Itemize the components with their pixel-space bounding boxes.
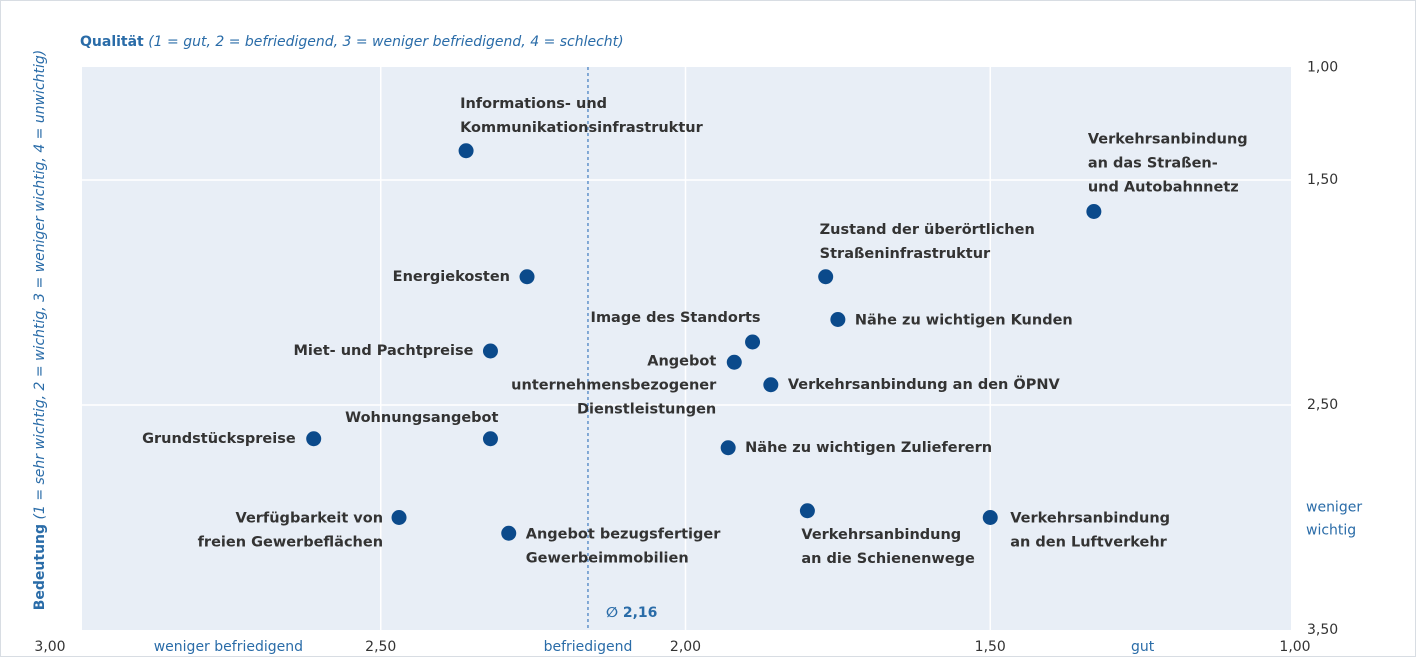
y-tick-label: 1,00 [1307, 60, 1338, 76]
point [306, 431, 322, 447]
y-label-note: (1 = sehr wichtig, 2 = wichtig, 3 = weni… [32, 50, 48, 520]
x-tick-label: 1,00 [1279, 639, 1310, 655]
point [501, 525, 517, 541]
x-zone-label: weniger befriedigend [154, 639, 303, 655]
point [763, 377, 779, 393]
y-axis-label: Bedeutung (1 = sehr wichtig, 2 = wichtig… [32, 50, 48, 611]
point [482, 431, 498, 447]
x-tick-label: 1,50 [975, 639, 1006, 655]
point-label: Straßeninfrastruktur [820, 246, 991, 262]
point-label: Wohnungsangebot [345, 410, 498, 426]
y-tick-label: 2,50 [1307, 397, 1338, 413]
point-label: Nähe zu wichtigen Zulieferern [745, 440, 992, 456]
point-label: Gewerbeimmobilien [526, 550, 689, 566]
point [1086, 204, 1102, 219]
point [726, 354, 742, 370]
point-label: an das Straßen- [1088, 156, 1218, 172]
point-label: Verkehrsanbindung [1010, 511, 1170, 527]
point-label: Grundstückspreise [142, 431, 296, 447]
y-zone-label: weniger wichtig [1306, 500, 1367, 539]
point-label: Verkehrsanbindung [1088, 132, 1248, 148]
point [982, 510, 998, 525]
y-label: Bedeutung [32, 524, 48, 610]
point-label: Dienstleistungen [577, 401, 716, 417]
point [482, 343, 498, 359]
point-label: und Autobahnnetz [1088, 180, 1239, 196]
y-tick-label: 3,50 [1307, 622, 1338, 638]
point-label: Image des Standorts [591, 310, 761, 326]
point-label: Angebot [647, 353, 716, 369]
point [458, 143, 474, 159]
x-zone-label: befriedigend [544, 639, 633, 655]
y-zone-word: wichtig [1306, 523, 1356, 539]
point-label: Zustand der überörtlichen [820, 222, 1035, 238]
point-label: Miet- und Pachtpreise [293, 343, 473, 359]
x-tick-label: 2,50 [365, 639, 396, 655]
x-zone-label: gut [1131, 639, 1155, 655]
point-label: Energiekosten [393, 269, 510, 285]
average-label: ∅ 2,16 [606, 605, 657, 621]
point [519, 269, 535, 285]
point [830, 312, 846, 327]
point-label: Angebot bezugsfertiger [526, 526, 721, 542]
x-tick-label: 2,00 [670, 639, 701, 655]
y-zone-word: weniger [1306, 500, 1367, 516]
point-label: Verkehrsanbindung [801, 527, 961, 543]
point-label: Nähe zu wichtigen Kunden [855, 313, 1073, 329]
x-tick-label: 3,00 [34, 639, 65, 655]
point [745, 334, 761, 350]
y-tick-label: 1,50 [1307, 172, 1338, 188]
chart-title: Qualität (1 = gut, 2 = befriedigend, 3 =… [80, 34, 624, 50]
point-label: an die Schienenwege [801, 551, 975, 567]
point-label: Informations- und [460, 96, 607, 112]
point-label: Kommunikationsinfrastruktur [460, 120, 703, 136]
point-label: Verfügbarkeit von [236, 511, 384, 527]
point-label: freien Gewerbeflächen [198, 535, 383, 551]
point-label: unternehmensbezogener [511, 377, 717, 393]
point [799, 503, 815, 519]
plot-area [82, 67, 1291, 630]
point [391, 510, 407, 525]
point [818, 269, 834, 285]
title-note: (1 = gut, 2 = befriedigend, 3 = weniger … [148, 34, 623, 50]
point-label: Verkehrsanbindung an den ÖPNV [788, 375, 1061, 393]
point [720, 440, 736, 456]
point-label: an den Luftverkehr [1010, 535, 1167, 551]
title: Qualität [80, 34, 144, 50]
